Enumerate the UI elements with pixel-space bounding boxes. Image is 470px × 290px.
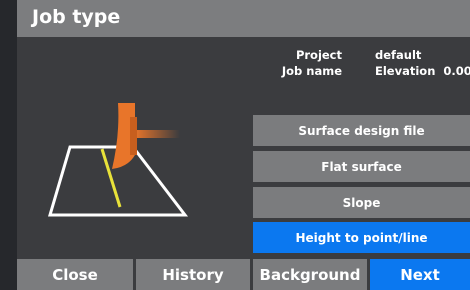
option-button[interactable]: Flat surface	[253, 151, 470, 182]
title: Job type	[32, 6, 120, 28]
footer-button[interactable]: Close	[17, 259, 133, 290]
info-value: default	[375, 47, 421, 63]
footer-button[interactable]: Background	[253, 259, 367, 290]
illustration	[40, 95, 190, 225]
option-button[interactable]: Height to point/line	[253, 222, 470, 253]
side-strip	[0, 0, 17, 290]
footer-button[interactable]: Next	[370, 259, 470, 290]
info-label: Job name	[282, 63, 342, 79]
option-button[interactable]: Surface design file	[253, 115, 470, 146]
info-label: Project	[296, 47, 342, 63]
job-type-screen: Job type Project default Job name Elevat…	[0, 0, 470, 290]
footer-button[interactable]: History	[136, 259, 250, 290]
header-bar: Job type	[17, 0, 470, 37]
info-value: Elevation 0.00	[375, 63, 470, 79]
option-button[interactable]: Slope	[253, 187, 470, 218]
